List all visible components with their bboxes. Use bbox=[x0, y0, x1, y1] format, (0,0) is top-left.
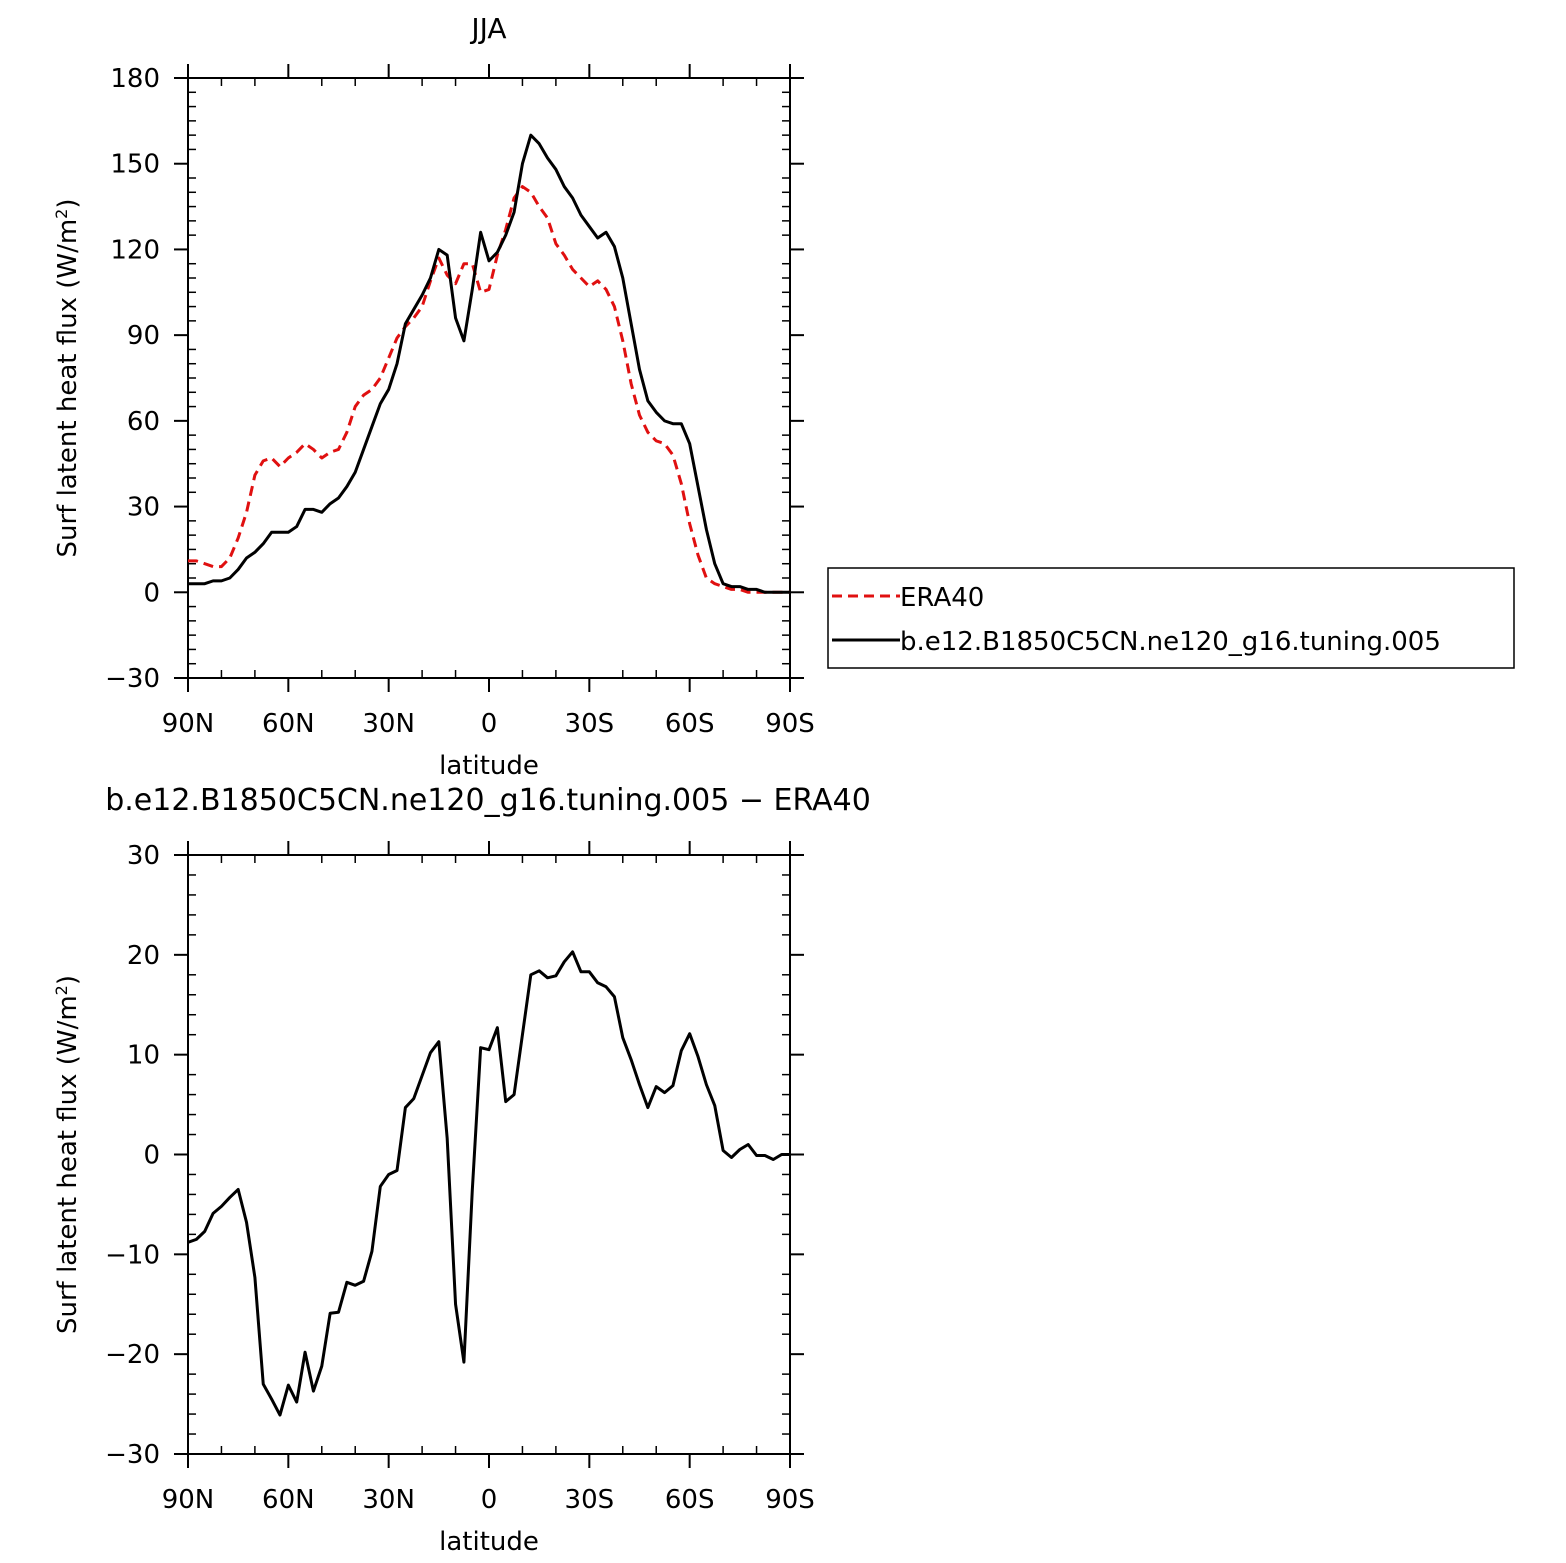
x-axis-label: latitude bbox=[439, 751, 539, 781]
x-tick-label: 60N bbox=[262, 709, 315, 739]
legend-box bbox=[827, 567, 1515, 669]
top-panel-jja: JJA −30 0 30 60 90 120 150 180 90N 60N 30N 0 30S 60S 90… bbox=[52, 12, 1515, 781]
y-tick-label: 0 bbox=[143, 578, 160, 608]
chart-title: JJA bbox=[469, 12, 506, 45]
bottom-panel-difference: b.e12.B1850C5CN.ne120_g16.tuning.005 − E… bbox=[52, 783, 871, 1557]
series-line-0 bbox=[188, 950, 790, 1417]
x-tick-label: 0 bbox=[481, 1485, 498, 1515]
y-axis-label: Surf latent heat flux (W/m2) bbox=[52, 975, 84, 1334]
y-tick-label: −20 bbox=[105, 1340, 160, 1370]
x-tick-label: 90S bbox=[765, 709, 815, 739]
y-axis-label-close: ) bbox=[53, 975, 83, 985]
x-tick-label: 60S bbox=[665, 1485, 715, 1515]
y-tick-label: 120 bbox=[110, 235, 160, 265]
x-tick-label: 30S bbox=[565, 709, 615, 739]
y-axis-label-superscript: 2 bbox=[52, 209, 71, 219]
y-tick-label: 10 bbox=[127, 1041, 160, 1071]
y-tick-label: 180 bbox=[110, 64, 160, 94]
x-tick-label: 60S bbox=[665, 709, 715, 739]
x-tick-label: 90N bbox=[162, 709, 215, 739]
x-tick-label: 90S bbox=[765, 1485, 815, 1515]
y-axis-label-main: Surf latent heat flux (W/m bbox=[53, 219, 83, 558]
y-tick-label: 0 bbox=[143, 1141, 160, 1171]
plot-frame bbox=[187, 77, 791, 679]
y-tick-label: 60 bbox=[127, 407, 160, 437]
legend-label-0: ERA40 bbox=[900, 583, 984, 613]
plot-frame bbox=[187, 854, 791, 1455]
y-axis-label: Surf latent heat flux (W/m2) bbox=[52, 198, 84, 557]
legend: ERA40 b.e12.B1850C5CN.ne120_g16.tuning.00… bbox=[827, 567, 1515, 669]
y-tick-label: −30 bbox=[105, 1440, 160, 1470]
y-tick-label: 90 bbox=[127, 321, 160, 351]
series-line-0 bbox=[188, 185, 790, 594]
y-tick-label: 20 bbox=[127, 941, 160, 971]
x-tick-label: 30N bbox=[362, 709, 415, 739]
x-tick-label: 0 bbox=[481, 709, 498, 739]
y-axis-label-close: ) bbox=[53, 198, 83, 208]
y-tick-label: 150 bbox=[110, 150, 160, 180]
y-axis-label-main: Surf latent heat flux (W/m bbox=[53, 995, 83, 1334]
y-tick-label: 30 bbox=[127, 841, 160, 871]
x-tick-label: 30S bbox=[565, 1485, 615, 1515]
x-tick-label: 60N bbox=[262, 1485, 315, 1515]
x-axis-label: latitude bbox=[439, 1527, 539, 1557]
y-tick-label: −10 bbox=[105, 1240, 160, 1270]
y-tick-label: −30 bbox=[105, 664, 160, 694]
x-tick-label: 30N bbox=[362, 1485, 415, 1515]
legend-label-1: b.e12.B1850C5CN.ne120_g16.tuning.005 bbox=[900, 627, 1441, 657]
x-tick-label: 90N bbox=[162, 1485, 215, 1515]
series-line-1 bbox=[188, 133, 790, 594]
y-axis-label-superscript: 2 bbox=[52, 985, 71, 995]
y-tick-label: 30 bbox=[127, 493, 160, 523]
chart-title: b.e12.B1850C5CN.ne120_g16.tuning.005 − E… bbox=[105, 783, 871, 818]
